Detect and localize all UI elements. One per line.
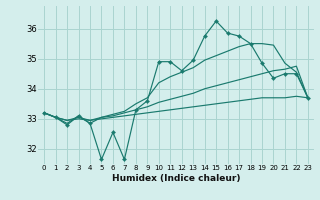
X-axis label: Humidex (Indice chaleur): Humidex (Indice chaleur)	[112, 174, 240, 183]
